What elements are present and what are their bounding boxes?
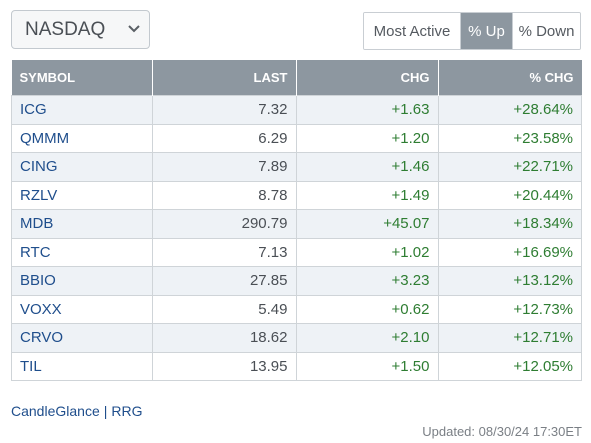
percent-change-value: +22.71%	[437, 152, 582, 182]
last-price: 6.29	[151, 123, 297, 153]
last-price: 5.49	[151, 294, 297, 324]
tab-percent-up[interactable]: % Up	[461, 13, 512, 49]
link-separator: |	[103, 403, 108, 419]
symbol-link[interactable]: BBIO	[11, 266, 153, 296]
percent-change-value: +28.64%	[437, 95, 582, 125]
change-value: +1.63	[295, 95, 439, 125]
change-value: +1.20	[295, 123, 439, 153]
symbol-link[interactable]: TIL	[11, 351, 153, 381]
last-price: 7.13	[151, 237, 297, 267]
change-value: +2.10	[295, 323, 439, 353]
symbol-link[interactable]: CING	[11, 152, 153, 182]
candleglance-link[interactable]: CandleGlance	[11, 403, 100, 419]
percent-change-value: +18.34%	[437, 209, 582, 239]
table-row[interactable]: CING 7.89 +1.46 +22.71%	[11, 152, 582, 182]
col-header-symbol: SYMBOL	[11, 60, 152, 96]
percent-change-value: +20.44%	[437, 180, 582, 210]
percent-change-value: +12.73%	[437, 294, 582, 324]
col-header-last: LAST	[151, 60, 296, 96]
tab-percent-down[interactable]: % Down	[512, 13, 580, 49]
table-row[interactable]: RZLV 8.78 +1.49 +20.44%	[11, 180, 582, 210]
change-value: +1.46	[295, 152, 439, 182]
movers-table: SYMBOL LAST CHG % CHG ICG 7.32 +1.63 +28…	[11, 60, 582, 381]
symbol-link[interactable]: CRVO	[11, 323, 153, 353]
exchange-select[interactable]: NASDAQ	[11, 10, 150, 49]
percent-change-value: +13.12%	[437, 266, 582, 296]
symbol-link[interactable]: ICG	[11, 95, 153, 125]
last-price: 7.89	[151, 152, 297, 182]
table-header-row: SYMBOL LAST CHG % CHG	[11, 60, 582, 96]
change-value: +1.49	[295, 180, 439, 210]
table-row[interactable]: RTC 7.13 +1.02 +16.69%	[11, 237, 582, 267]
table-row[interactable]: QMMM 6.29 +1.20 +23.58%	[11, 123, 582, 153]
symbol-link[interactable]: RTC	[11, 237, 153, 267]
table-row[interactable]: BBIO 27.85 +3.23 +13.12%	[11, 266, 582, 296]
last-price: 27.85	[151, 266, 297, 296]
col-header-pct-chg: % CHG	[437, 60, 582, 96]
change-value: +45.07	[295, 209, 439, 239]
symbol-link[interactable]: RZLV	[11, 180, 153, 210]
last-price: 290.79	[151, 209, 297, 239]
table-row[interactable]: MDB 290.79 +45.07 +18.34%	[11, 209, 582, 239]
change-value: +1.02	[295, 237, 439, 267]
last-price: 8.78	[151, 180, 297, 210]
last-price: 7.32	[151, 95, 297, 125]
exchange-select-value: NASDAQ	[25, 18, 106, 40]
tab-most-active[interactable]: Most Active	[364, 13, 461, 49]
table-row[interactable]: CRVO 18.62 +2.10 +12.71%	[11, 323, 582, 353]
symbol-link[interactable]: QMMM	[11, 123, 153, 153]
footer-links: CandleGlance | RRG	[11, 403, 143, 419]
chevron-down-icon	[128, 25, 140, 33]
percent-change-value: +23.58%	[437, 123, 582, 153]
table-row[interactable]: TIL 13.95 +1.50 +12.05%	[11, 351, 582, 381]
change-value: +1.50	[295, 351, 439, 381]
col-header-chg: CHG	[295, 60, 438, 96]
percent-change-value: +12.05%	[437, 351, 582, 381]
table-row[interactable]: ICG 7.32 +1.63 +28.64%	[11, 95, 582, 125]
percent-change-value: +16.69%	[437, 237, 582, 267]
change-value: +0.62	[295, 294, 439, 324]
last-price: 13.95	[151, 351, 297, 381]
rrg-link[interactable]: RRG	[111, 403, 143, 419]
symbol-link[interactable]: MDB	[11, 209, 153, 239]
filter-tabs: Most Active % Up % Down	[363, 12, 581, 50]
percent-change-value: +12.71%	[437, 323, 582, 353]
change-value: +3.23	[295, 266, 439, 296]
updated-timestamp: Updated: 08/30/24 17:30ET	[422, 424, 582, 439]
table-row[interactable]: VOXX 5.49 +0.62 +12.73%	[11, 294, 582, 324]
last-price: 18.62	[151, 323, 297, 353]
symbol-link[interactable]: VOXX	[11, 294, 153, 324]
